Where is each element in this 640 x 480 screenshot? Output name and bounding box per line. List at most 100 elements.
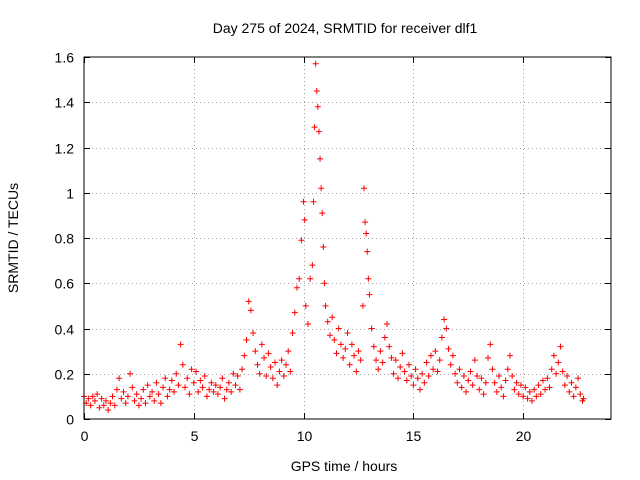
data-point-marker [513, 379, 520, 386]
data-point-marker [445, 345, 452, 352]
data-point-marker [471, 357, 478, 364]
data-point-marker [314, 103, 321, 110]
data-point-marker [184, 375, 191, 382]
data-point-marker [287, 368, 294, 375]
data-point-marker [304, 320, 311, 327]
data-point-marker [469, 382, 476, 389]
data-point-marker [395, 375, 402, 382]
data-point-marker [360, 185, 367, 192]
data-point-marker [577, 391, 584, 398]
plot-frame [83, 56, 612, 420]
data-point-marker [482, 379, 489, 386]
data-point-marker [144, 382, 151, 389]
data-point-marker [138, 395, 145, 402]
data-point-marker [390, 370, 397, 377]
data-point-marker [133, 391, 140, 398]
data-point-marker [219, 375, 226, 382]
data-point-marker [208, 379, 215, 386]
data-point-marker [234, 373, 241, 380]
data-point-marker [173, 370, 180, 377]
data-point-marker [474, 373, 481, 380]
data-point-marker [570, 393, 577, 400]
data-point-marker [399, 350, 406, 357]
data-point-marker [199, 384, 206, 391]
data-point-marker [511, 386, 518, 393]
data-point-marker [535, 382, 542, 389]
data-point-marker [212, 382, 219, 389]
data-point-marker [416, 386, 423, 393]
data-point-marker [414, 375, 421, 382]
data-point-marker [555, 359, 562, 366]
data-point-marker [245, 298, 252, 305]
data-point-marker [223, 386, 230, 393]
data-point-marker [375, 366, 382, 373]
x-tick-label: 20 [516, 428, 532, 444]
data-point-marker [166, 386, 173, 393]
data-point-marker [182, 384, 189, 391]
y-axis-label: SRMTID / TECUs [5, 183, 21, 293]
data-point-marker [357, 357, 364, 364]
data-point-marker [542, 386, 549, 393]
data-point-marker [564, 373, 571, 380]
data-point-marker [489, 366, 496, 373]
data-point-marker [309, 262, 316, 269]
data-point-marker [544, 375, 551, 382]
data-point-marker [111, 402, 118, 409]
data-point-marker [168, 377, 175, 384]
x-tick-label: 0 [81, 428, 89, 444]
data-point-marker [89, 393, 96, 400]
data-point-marker [87, 402, 94, 409]
data-point-marker [94, 391, 101, 398]
data-point-marker [206, 386, 213, 393]
data-point-marker [313, 87, 320, 94]
data-point-marker [366, 291, 373, 298]
data-point-marker [96, 404, 103, 411]
data-point-marker [386, 343, 393, 350]
data-point-marker [274, 382, 281, 389]
data-point-marker [517, 382, 524, 389]
x-axis-label: GPS time / hours [291, 458, 398, 474]
data-point-marker [302, 302, 309, 309]
data-point-marker [370, 343, 377, 350]
data-point-marker [580, 395, 587, 402]
data-point-marker [151, 397, 158, 404]
data-point-marker [539, 377, 546, 384]
data-point-marker [122, 400, 129, 407]
data-point-marker [324, 318, 331, 325]
data-point-marker [480, 391, 487, 398]
data-point-marker [311, 124, 318, 131]
data-point-marker [346, 361, 353, 368]
data-point-marker [146, 393, 153, 400]
data-point-marker [506, 352, 513, 359]
data-point-marker [298, 237, 305, 244]
data-point-marker [214, 391, 221, 398]
data-point-marker [493, 388, 500, 395]
data-point-marker [405, 361, 412, 368]
y-tick-label: 1.2 [55, 141, 75, 157]
data-point-marker [289, 330, 296, 337]
data-point-marker [175, 382, 182, 389]
data-point-marker [243, 336, 250, 343]
data-point-marker [203, 393, 210, 400]
data-point-marker [228, 388, 235, 395]
data-point-marker [171, 388, 178, 395]
data-point-marker [239, 366, 246, 373]
data-point-marker [162, 375, 169, 382]
data-point-marker [520, 393, 527, 400]
data-point-marker [447, 361, 454, 368]
data-point-marker [318, 185, 325, 192]
data-point-marker [410, 382, 417, 389]
data-point-marker [296, 275, 303, 282]
data-point-marker [362, 219, 369, 226]
data-point-marker [326, 332, 333, 339]
data-point-marker [502, 377, 509, 384]
data-point-marker [190, 379, 197, 386]
data-point-marker [575, 375, 582, 382]
grid-lines [84, 57, 611, 419]
data-point-marker [342, 345, 349, 352]
y-tick-label: 0 [66, 412, 74, 428]
data-point-marker [321, 280, 328, 287]
x-tick-label: 10 [297, 428, 313, 444]
data-point-marker [310, 198, 317, 205]
data-point-marker [427, 352, 434, 359]
